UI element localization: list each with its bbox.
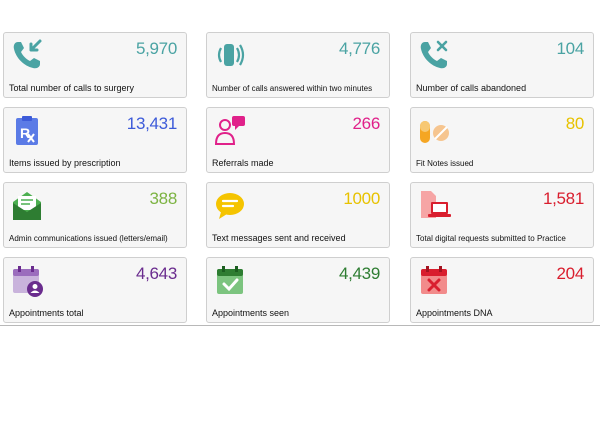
stat-label: Admin communications issued (letters/ema…	[9, 234, 168, 243]
statistics-panel: 5,970 Total number of calls to surgery 4…	[0, 32, 600, 326]
stat-card-calls-to-surgery: 5,970 Total number of calls to surgery	[3, 32, 187, 98]
calendar-check-icon	[213, 263, 247, 297]
stat-label: Total digital requests submitted to Prac…	[416, 234, 566, 243]
stat-label: Number of calls answered within two minu…	[212, 84, 373, 93]
stat-card-appointments-seen: 4,439 Appointments seen	[206, 257, 390, 323]
stat-value: 5,970	[135, 39, 177, 58]
stat-card-appointments-total: 4,643 Appointments total	[3, 257, 187, 323]
stat-value: 4,439	[338, 264, 380, 283]
speech-bubble-icon	[213, 188, 247, 222]
stat-value: 204	[556, 264, 585, 283]
stat-label: Appointments DNA	[416, 308, 493, 318]
envelope-icon	[10, 188, 44, 222]
incoming-call-icon	[10, 38, 44, 72]
stat-value: 4,776	[338, 39, 380, 58]
prescription-icon: R	[10, 113, 44, 147]
stat-card-fit-notes: 80 Fit Notes issued	[410, 107, 594, 173]
laptop-document-icon	[417, 188, 451, 222]
stat-value: 388	[149, 189, 178, 208]
stat-label: Total number of calls to surgery	[9, 83, 135, 93]
abandoned-call-icon	[417, 38, 451, 72]
calendar-cross-icon	[417, 263, 451, 297]
stat-label: Referrals made	[212, 158, 274, 168]
stat-card-calls-abandoned: 104 Number of calls abandoned	[410, 32, 594, 98]
stat-value: 1000	[343, 189, 380, 208]
stat-value: 266	[352, 114, 381, 133]
ringing-phone-icon	[213, 38, 247, 72]
stat-card-admin-communications: 388 Admin communications issued (letters…	[3, 182, 187, 248]
doctor-referral-icon	[213, 113, 247, 147]
calendar-user-icon	[10, 263, 44, 297]
stat-card-calls-answered: 4,776 Number of calls answered within tw…	[206, 32, 390, 98]
stat-card-prescriptions: R 13,431 Items issued by prescription	[3, 107, 187, 173]
stat-card-referrals: 266 Referrals made	[206, 107, 390, 173]
stat-card-digital-requests: 1,581 Total digital requests submitted t…	[410, 182, 594, 248]
stat-value: 80	[565, 114, 585, 133]
stat-label: Appointments total	[9, 308, 84, 318]
stat-label: Items issued by prescription	[9, 158, 121, 168]
stat-card-text-messages: 1000 Text messages sent and received	[206, 182, 390, 248]
stat-card-appointments-dna: 204 Appointments DNA	[410, 257, 594, 323]
stat-label: Number of calls abandoned	[416, 83, 527, 93]
stat-label: Fit Notes issued	[416, 159, 474, 168]
pills-icon	[417, 113, 451, 147]
svg-text:R: R	[20, 125, 30, 141]
stat-value: 104	[556, 39, 585, 58]
stat-value: 13,431	[126, 114, 178, 133]
stat-label: Appointments seen	[212, 308, 290, 318]
stat-value: 4,643	[135, 264, 177, 283]
stat-label: Text messages sent and received	[212, 233, 346, 243]
stat-value: 1,581	[542, 189, 584, 208]
